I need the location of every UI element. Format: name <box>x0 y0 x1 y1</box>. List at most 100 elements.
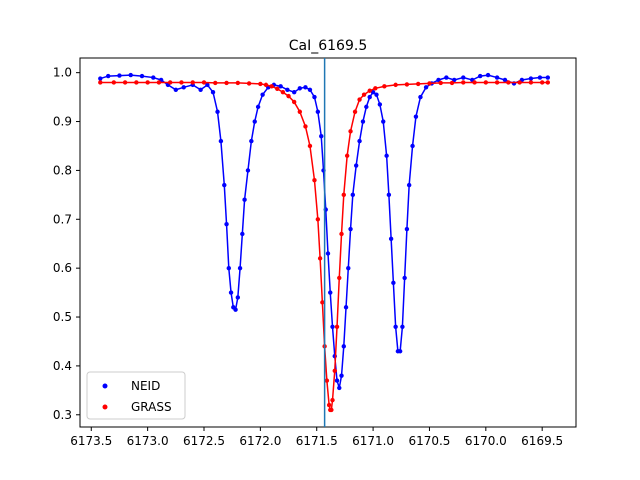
x-tick-label: 6173.5 <box>70 434 112 448</box>
data-point-neid <box>343 305 349 310</box>
data-point-grass <box>393 82 398 88</box>
y-tick-label: 0.6 <box>53 261 72 275</box>
data-point-neid <box>339 373 344 378</box>
data-point-neid <box>151 75 156 80</box>
data-point-grass <box>382 84 387 89</box>
data-point-grass <box>224 80 229 86</box>
data-point-neid <box>377 102 383 107</box>
data-point-neid <box>384 153 389 158</box>
data-point-grass <box>280 90 286 95</box>
data-point-grass <box>315 217 321 222</box>
data-point-grass <box>156 80 162 85</box>
plot-area <box>79 57 577 428</box>
data-point-neid <box>502 77 508 83</box>
data-point-grass <box>348 129 353 134</box>
data-point-grass <box>201 80 207 85</box>
x-tick-label: 6173.0 <box>127 434 169 448</box>
data-point-grass <box>339 231 344 237</box>
data-point-grass <box>297 109 303 114</box>
data-point-neid <box>242 197 247 202</box>
data-point-neid <box>325 251 331 256</box>
data-point-neid <box>391 280 396 286</box>
data-point-neid <box>139 73 145 79</box>
data-point-neid <box>485 72 491 78</box>
data-point-neid <box>252 119 257 124</box>
x-tick-label: 6171.0 <box>352 434 394 448</box>
y-axis: 0.3 0.4 0.5 0.6 0.7 0.8 0.9 1.0 <box>53 66 80 422</box>
data-point-neid <box>205 82 210 88</box>
data-point-neid <box>374 92 379 97</box>
y-tick-label: 0.9 <box>53 115 72 129</box>
data-point-neid <box>105 73 111 79</box>
data-point-grass <box>539 80 545 85</box>
data-point-neid <box>346 265 351 271</box>
series-grass <box>98 80 551 413</box>
data-point-neid <box>128 72 133 78</box>
y-tick-label: 0.8 <box>53 163 72 177</box>
data-point-grass <box>122 80 128 85</box>
data-point-neid <box>260 92 265 97</box>
data-point-grass <box>134 80 139 85</box>
data-point-grass <box>494 80 500 85</box>
data-point-neid <box>370 90 376 95</box>
y-tick-label: 0.5 <box>53 310 72 324</box>
data-point-grass <box>303 124 308 129</box>
data-point-neid <box>224 221 229 227</box>
y-tick-label: 0.4 <box>53 359 72 373</box>
data-point-neid <box>328 290 333 295</box>
data-point-neid <box>218 138 224 144</box>
data-point-grass <box>373 86 378 91</box>
data-point-neid <box>477 73 483 79</box>
data-point-grass <box>357 97 362 102</box>
data-point-neid <box>404 226 410 232</box>
data-point-neid <box>173 87 179 92</box>
data-point-grass <box>404 82 410 87</box>
data-point-neid <box>337 385 342 391</box>
data-point-neid <box>319 134 324 139</box>
data-point-neid <box>285 87 290 92</box>
data-point-neid <box>222 182 227 188</box>
data-point-grass <box>337 275 342 281</box>
data-point-neid <box>278 84 283 89</box>
data-point-grass <box>545 80 551 85</box>
data-point-neid <box>406 182 412 188</box>
legend-marker-neid <box>102 383 108 389</box>
data-point-grass <box>472 80 477 85</box>
data-point-neid <box>410 143 415 149</box>
data-point-neid <box>413 114 419 119</box>
data-point-grass <box>344 153 350 158</box>
data-point-neid <box>307 87 313 92</box>
data-point-grass <box>179 80 184 85</box>
series-layer <box>98 58 551 427</box>
data-point-neid <box>348 226 353 232</box>
data-point-grass <box>483 80 489 85</box>
data-point-grass <box>461 80 466 85</box>
data-point-grass <box>352 109 358 114</box>
data-point-neid <box>528 76 534 81</box>
data-point-neid <box>545 75 551 80</box>
data-point-neid <box>364 104 369 110</box>
y-tick-label: 1.0 <box>53 66 72 80</box>
data-point-grass <box>145 80 150 85</box>
data-point-grass <box>324 378 330 383</box>
data-point-grass <box>320 300 325 305</box>
data-point-neid <box>341 344 346 349</box>
data-point-grass <box>263 82 269 88</box>
x-tick-label: 6170.5 <box>408 434 450 448</box>
data-point-neid <box>249 138 254 144</box>
data-point-grass <box>330 397 335 403</box>
data-point-grass <box>415 81 421 87</box>
data-point-grass <box>506 80 511 85</box>
data-point-grass <box>258 81 263 87</box>
data-point-neid <box>315 109 321 114</box>
legend-box <box>86 371 186 420</box>
data-point-neid <box>235 295 241 300</box>
data-point-grass <box>98 80 103 85</box>
data-point-neid <box>233 307 238 312</box>
data-point-grass <box>317 256 323 261</box>
data-point-neid <box>291 90 297 95</box>
data-point-neid <box>388 236 394 242</box>
x-axis: 6173.5 6173.0 6172.5 6172.0 6171.5 6171.0 6170… <box>70 427 563 448</box>
data-point-grass <box>332 368 337 373</box>
